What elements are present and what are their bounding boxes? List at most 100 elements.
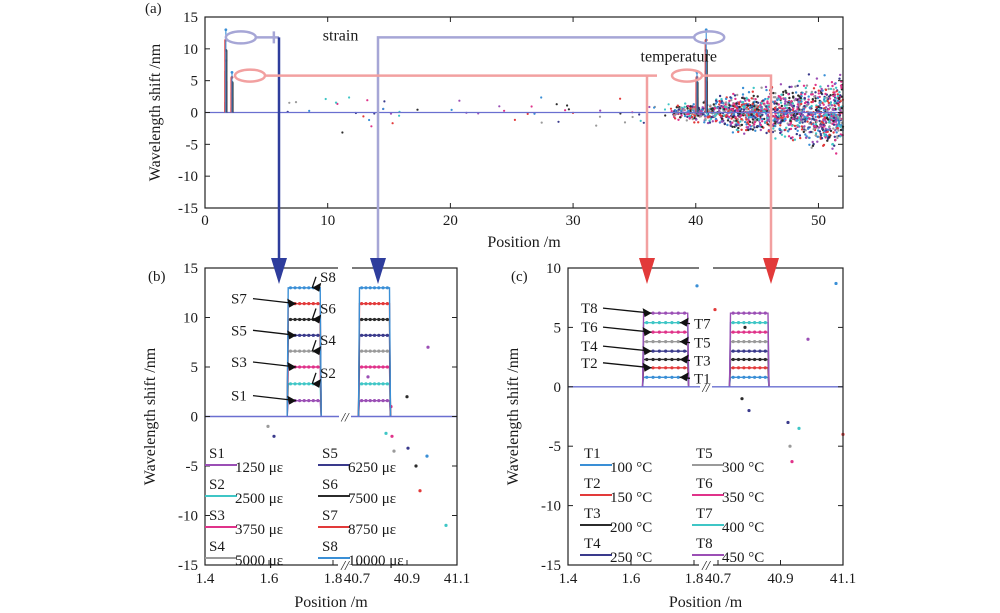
noise-point — [721, 106, 725, 109]
noise-point — [737, 101, 741, 104]
sparse-point — [530, 105, 533, 108]
sparse-point — [564, 109, 567, 112]
noise-point — [816, 140, 819, 143]
noise-point — [755, 104, 759, 107]
noise-point — [755, 113, 758, 116]
outlier-point — [266, 424, 270, 428]
noise-point — [774, 118, 777, 121]
callout-arrow — [602, 345, 652, 352]
noise-point — [689, 105, 692, 108]
noise-point — [774, 137, 777, 140]
noise-point — [837, 121, 841, 125]
callout-arrow — [602, 362, 652, 369]
noise-point — [786, 113, 789, 117]
y-tick-label: -5 — [186, 137, 199, 153]
noise-point — [808, 136, 811, 140]
noise-point — [800, 125, 804, 128]
legend-value-S4: 5000 με — [235, 553, 283, 569]
noise-point — [786, 103, 789, 106]
y-tick-label: 0 — [191, 410, 199, 426]
noise-point — [838, 97, 841, 101]
noise-point — [683, 114, 687, 118]
noise-point — [819, 100, 822, 104]
x-tick-label: 30 — [566, 213, 581, 229]
noise-point — [710, 115, 713, 119]
noise-point — [670, 110, 673, 113]
noise-point — [710, 107, 713, 111]
noise-point — [817, 105, 820, 109]
noise-point — [680, 109, 683, 113]
x-tick-label: 41.1 — [444, 571, 470, 587]
noise-point — [809, 121, 812, 124]
noise-point — [836, 93, 839, 96]
noise-point — [785, 91, 788, 94]
noise-point — [828, 127, 832, 131]
noise-point — [702, 113, 705, 116]
sparse-point — [555, 103, 558, 106]
noise-point — [748, 120, 752, 124]
noise-point — [791, 136, 794, 139]
noise-point — [718, 94, 722, 98]
noise-point — [813, 95, 816, 98]
sparse-point — [664, 114, 667, 117]
noise-point — [836, 118, 839, 122]
noise-point — [803, 93, 807, 96]
noise-point — [820, 120, 823, 123]
noise-point — [789, 121, 792, 125]
outlier-point — [272, 434, 276, 438]
legend-value-T1: 100 °C — [610, 460, 652, 476]
noise-point — [787, 130, 790, 133]
noise-point — [840, 86, 843, 90]
noise-point — [752, 114, 755, 118]
sparse-point — [336, 102, 339, 105]
y-axis-label: Wavelength shift /nm — [147, 43, 164, 181]
noise-point — [731, 108, 735, 111]
noise-point — [822, 144, 825, 147]
noise-point — [735, 124, 738, 127]
x-tick-label: 1.8 — [685, 571, 704, 587]
noise-point — [830, 115, 833, 118]
noise-point — [683, 105, 686, 109]
noise-point — [799, 109, 802, 112]
noise-point — [760, 106, 763, 109]
noise-point — [833, 101, 836, 105]
callout-arrowhead — [642, 308, 652, 318]
noise-point — [772, 119, 775, 122]
noise-point — [779, 83, 783, 86]
noise-point — [753, 121, 757, 124]
sparse-point — [595, 124, 598, 127]
noise-point — [707, 115, 710, 119]
noise-point — [688, 117, 691, 120]
noise-point — [787, 123, 790, 127]
trace-T8 — [728, 312, 770, 387]
x-tick-label: 50 — [811, 213, 826, 229]
legend-value-S8: 10000 με — [348, 553, 404, 569]
noise-point — [840, 121, 843, 125]
trace-S1 — [357, 399, 392, 417]
noise-point — [744, 120, 747, 124]
strain-arrowhead — [271, 258, 287, 284]
noise-point — [799, 96, 802, 100]
noise-point — [706, 121, 710, 125]
x-tick-label: 1.4 — [196, 571, 215, 587]
noise-point — [836, 95, 840, 98]
noise-point — [714, 99, 718, 102]
noise-point — [808, 106, 811, 109]
noise-point — [772, 100, 775, 104]
noise-point — [838, 117, 842, 121]
noise-point — [724, 115, 727, 118]
noise-point — [828, 97, 832, 100]
noise-point — [839, 128, 843, 132]
sparse-point — [639, 119, 642, 122]
noise-point — [806, 120, 809, 123]
noise-point — [752, 94, 755, 98]
noise-point — [753, 126, 756, 129]
noise-point — [795, 112, 799, 116]
callout-arrowhead — [679, 317, 689, 327]
noise-point — [765, 88, 768, 92]
noise-point — [824, 92, 827, 96]
noise-point — [780, 133, 784, 136]
break-gap — [338, 263, 352, 273]
trace-S8 — [286, 287, 322, 417]
noise-point — [815, 105, 818, 109]
